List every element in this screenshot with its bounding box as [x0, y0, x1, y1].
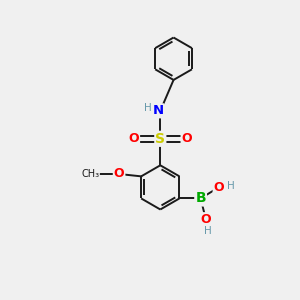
- Text: H: H: [227, 181, 235, 191]
- Text: O: O: [214, 181, 224, 194]
- Text: O: O: [182, 132, 192, 145]
- Text: H: H: [203, 226, 211, 236]
- Text: O: O: [114, 167, 124, 181]
- Text: O: O: [201, 213, 211, 226]
- Text: B: B: [195, 191, 206, 206]
- Text: N: N: [152, 104, 164, 117]
- Text: H: H: [144, 103, 152, 113]
- Text: CH₃: CH₃: [81, 169, 99, 179]
- Text: O: O: [128, 132, 139, 145]
- Text: S: S: [155, 132, 165, 146]
